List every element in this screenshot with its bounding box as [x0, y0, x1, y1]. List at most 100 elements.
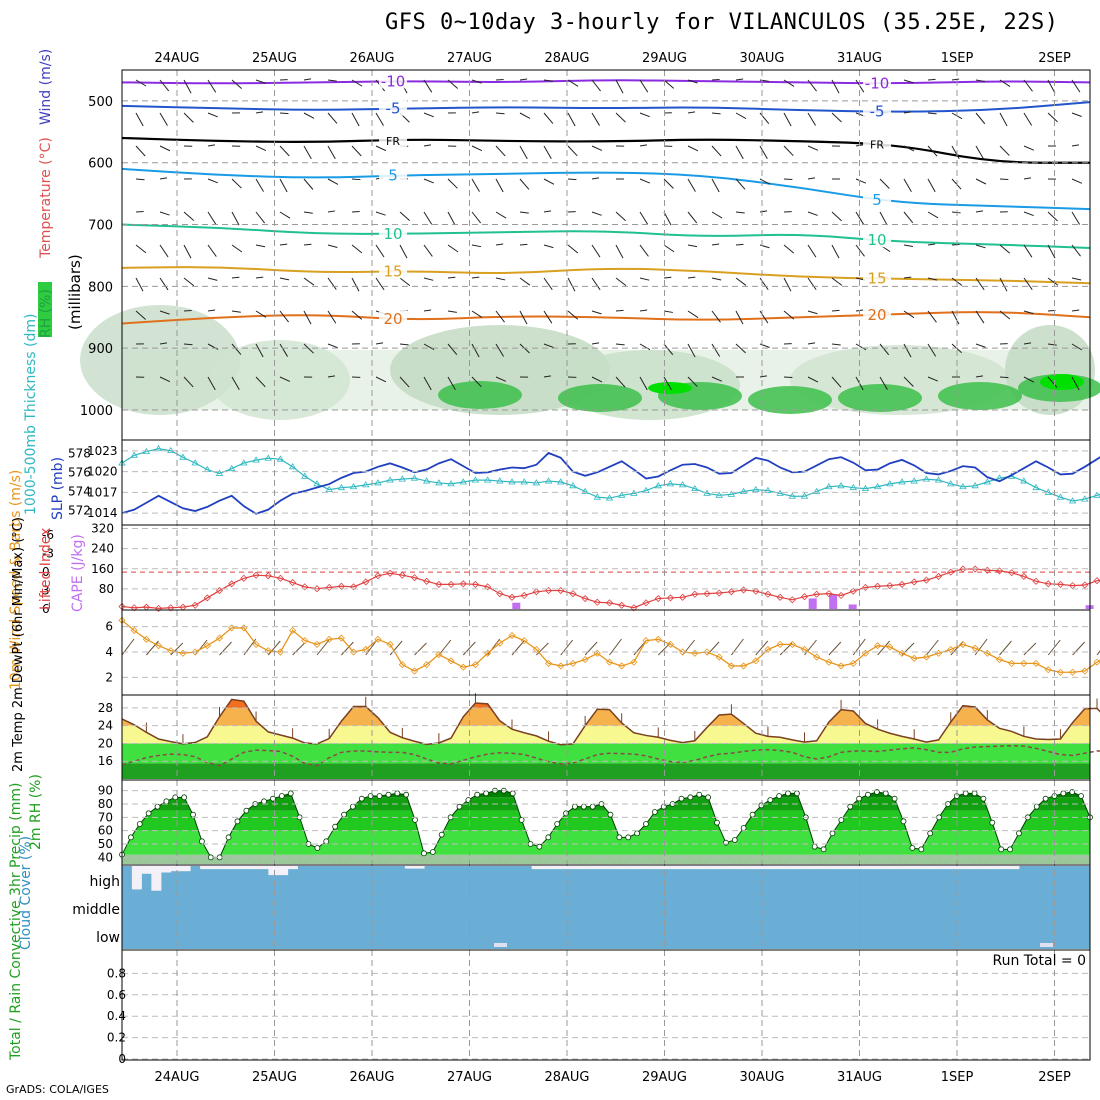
lifted-index-tick-label: -6 — [42, 528, 54, 542]
wind-speed-marker — [837, 662, 845, 670]
cloud-level-label: middle — [72, 902, 120, 918]
wind-barb — [759, 375, 768, 378]
rh-marker — [199, 838, 205, 845]
rh-band — [122, 854, 1090, 864]
wind-barb — [231, 211, 240, 226]
wind-speed-marker — [167, 647, 175, 655]
wind-speed-marker — [959, 640, 967, 648]
thickness-marker — [179, 453, 187, 460]
high-cloud-bar — [755, 866, 766, 870]
contour-label: -10 — [381, 72, 406, 90]
wind-barb — [639, 376, 648, 391]
wind-barb — [135, 79, 147, 87]
wind-barb — [927, 343, 937, 357]
lifted-index-marker — [191, 601, 199, 609]
lifted-index-marker — [313, 585, 321, 593]
wind-speed-marker — [386, 640, 394, 648]
lifted-index-marker — [666, 594, 675, 602]
thickness-marker — [167, 446, 175, 454]
wind-barb — [687, 343, 696, 358]
wind-speed-marker — [410, 667, 419, 675]
wind-barb — [735, 243, 744, 246]
rh-marker — [820, 846, 827, 853]
thickness-marker — [886, 480, 894, 487]
wind-speed-marker — [618, 662, 626, 670]
thickness-marker — [703, 489, 711, 496]
wind-speed-marker — [1093, 658, 1100, 666]
wind-speed-marker — [569, 659, 577, 667]
wind-barb — [303, 112, 315, 119]
lifted-index-marker — [349, 583, 358, 591]
x-tick-label-top: 27AUG — [447, 51, 492, 66]
contour-label-bg — [863, 134, 892, 151]
x-tick-label-bottom: 27AUG — [447, 1070, 492, 1085]
rh-marker — [261, 798, 267, 805]
wind-barb — [828, 641, 842, 656]
rh-marker — [323, 838, 330, 845]
rh-marker — [705, 794, 712, 801]
wind-speed-marker — [849, 659, 857, 667]
rh-tick-label: 70 — [98, 810, 113, 824]
wind-barb — [879, 376, 888, 390]
wind-barb — [903, 276, 912, 279]
wind-barb — [279, 243, 288, 246]
wind-barb — [292, 642, 305, 656]
rh-marker — [1007, 846, 1013, 853]
ylabel-cape: CAPE (J/kg) — [70, 534, 86, 612]
rh-marker — [776, 793, 783, 799]
lifted-index-marker — [813, 590, 821, 598]
wind-speed-marker — [739, 662, 748, 670]
high-cloud-bar — [941, 866, 952, 870]
rh-marker — [989, 819, 996, 826]
wind-speed-marker — [471, 661, 480, 669]
high-cloud-bar — [872, 866, 883, 870]
wind-speed-marker — [825, 658, 833, 666]
rh-marker — [998, 846, 1005, 853]
temp-band — [122, 763, 1090, 779]
lifted-index-marker — [922, 576, 930, 584]
wind-barb — [207, 244, 217, 257]
high-cloud-bar — [629, 866, 640, 870]
lifted-index-marker — [788, 596, 796, 604]
lifted-index-marker — [435, 580, 443, 588]
thickness-marker — [191, 459, 199, 466]
wind-barb — [807, 310, 818, 315]
lifted-index-tick-label: 3 — [42, 584, 50, 598]
wind-barb — [927, 243, 936, 246]
thickness-marker — [861, 484, 870, 492]
rh-marker — [287, 790, 294, 797]
rh-marker — [1016, 830, 1022, 837]
wind-barb — [615, 79, 624, 94]
contour-label: 15 — [867, 270, 886, 288]
wind-barb — [543, 310, 553, 324]
wind-barb — [879, 211, 888, 226]
wind-barb — [807, 112, 817, 126]
cloud-level-label: high — [89, 874, 120, 890]
wind-barb — [903, 343, 912, 358]
wind-speed-marker — [154, 642, 163, 650]
thickness-marker — [496, 477, 504, 484]
wind-barb — [783, 310, 795, 320]
wind-speed-marker — [581, 656, 589, 664]
rh-marker — [909, 845, 916, 851]
wind-barb — [567, 145, 578, 157]
wind-barb — [255, 211, 266, 224]
rh-marker — [358, 795, 365, 802]
wind-barb — [170, 642, 184, 656]
legend-entry: Wind (m/s) — [38, 49, 54, 125]
wind-barb — [462, 641, 476, 656]
wind-speed-marker — [496, 639, 504, 647]
wind-barb — [1047, 211, 1058, 222]
wind-barb — [951, 78, 960, 81]
wind-barb — [495, 343, 505, 357]
wind-barb — [903, 376, 914, 387]
wind-barb — [783, 178, 793, 181]
thickness-marker — [544, 477, 553, 484]
contour-label-bg — [863, 102, 892, 119]
wind-barb — [759, 210, 768, 213]
wind-barb — [687, 376, 698, 387]
lifted-index-marker — [642, 599, 650, 607]
thickness-marker — [435, 479, 443, 486]
high-cloud-bar — [697, 866, 708, 870]
rh-marker — [181, 794, 188, 801]
